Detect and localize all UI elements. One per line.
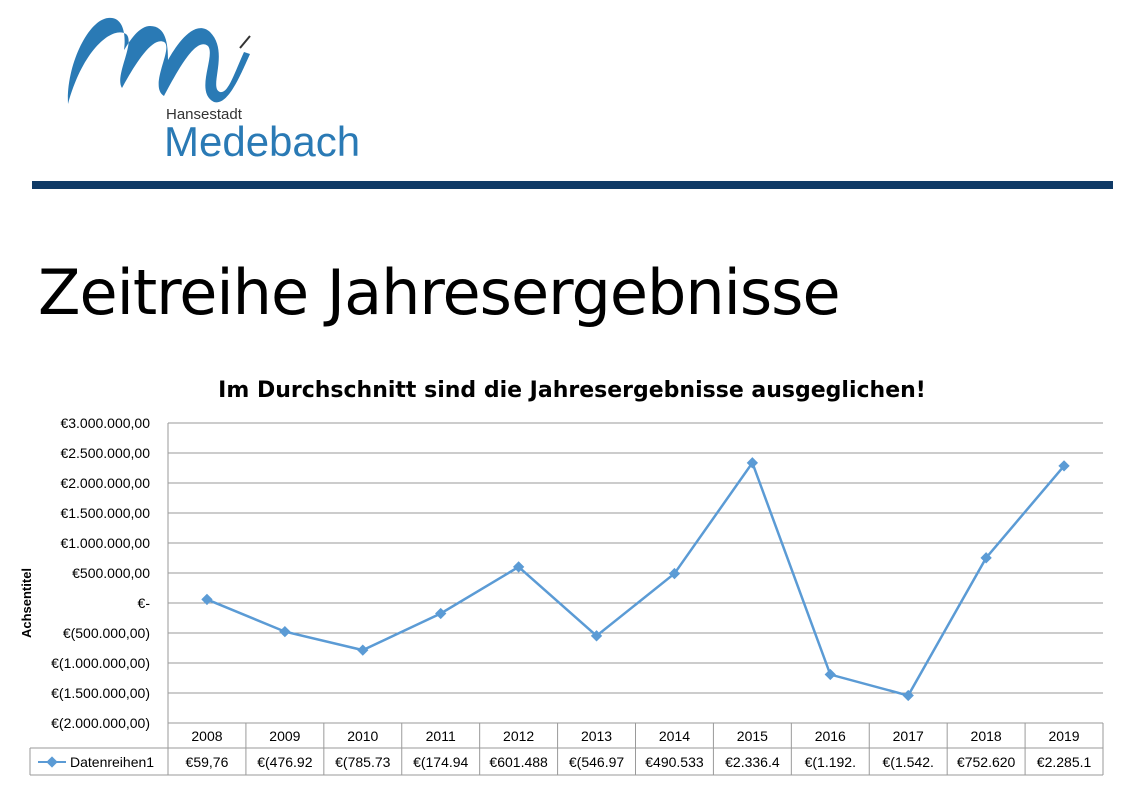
y-tick-label: €(500.000,00) [63,625,150,641]
x-tick-label: 2010 [347,728,378,744]
y-tick-label: €2.000.000,00 [60,475,150,491]
logo-wordmark: Medebach [164,118,361,165]
y-axis-ticks: €3.000.000,00 €2.500.000,00 €2.000.000,00 €… [51,415,150,731]
logo: Hansestadt Medebach [44,6,384,176]
x-tick-label: 2017 [893,728,924,744]
data-label: €490.533 [645,754,704,770]
page-title: Zeitreihe Jahresergebnisse [38,256,841,329]
y-tick-label: €(1.000.000,00) [51,655,150,671]
data-point [1058,460,1070,472]
y-tick-label: €3.000.000,00 [60,415,150,431]
data-label: €(174.94 [413,754,468,770]
x-tick-label: 2009 [269,728,300,744]
x-tick-label: 2016 [815,728,846,744]
data-label: €(476.92 [257,754,312,770]
x-tick-label: 2013 [581,728,612,744]
data-point [980,552,992,564]
data-point [668,567,681,580]
line-chart: Im Durchschnitt sind die Jahresergebniss… [19,378,1104,776]
data-point [435,607,447,620]
y-tick-label: €(2.000.000,00) [51,715,150,731]
header-rule [32,181,1113,189]
x-tick-label: 2012 [503,728,534,744]
logo-mark [67,17,251,104]
logo-wave-icon [67,17,251,104]
data-label: €(546.97 [569,754,624,770]
data-point [902,689,914,702]
data-label: €2.336.4 [725,754,780,770]
data-label: €2.285.1 [1037,754,1092,770]
series-line [201,457,1070,702]
x-tick-label: 2018 [971,728,1002,744]
x-tick-label: 2008 [191,728,222,744]
y-tick-label: €1.500.000,00 [60,505,150,521]
data-point [357,644,369,656]
data-table: 2008 2009 2010 2011 2012 2013 2014 2015 2016 2017… [29,723,1104,776]
y-tick-label: €500.000,00 [72,565,150,581]
legend-label: Datenreihen1 [70,754,154,770]
series-path [206,460,1065,697]
grid [167,422,1103,724]
x-tick-label: 2014 [659,728,690,744]
y-tick-label: €2.500.000,00 [60,445,150,461]
data-point [279,625,291,638]
x-tick-label: 2019 [1048,728,1079,744]
data-point [824,668,836,681]
y-tick-label: €- [138,595,151,611]
data-point [201,593,213,606]
legend-marker [46,756,58,768]
logo-accent-icon [239,35,251,49]
logo-subtitle: Hansestadt [166,106,242,123]
data-label: €(785.73 [335,754,390,770]
data-label: €59,76 [186,754,229,770]
y-tick-label: €(1.500.000,00) [51,685,150,701]
y-tick-label: €1.000.000,00 [60,535,150,551]
x-tick-label: 2011 [426,728,456,744]
chart-title: Im Durchschnitt sind die Jahresergebniss… [218,378,926,403]
data-point [590,630,603,642]
data-label: €(1.542. [883,754,934,770]
data-label: €752.620 [957,754,1016,770]
x-tick-label: 2015 [737,728,768,744]
y-axis-label: Achsentitel [19,568,34,638]
data-label: €(1.192. [805,754,856,770]
data-label: €601.488 [489,754,548,770]
